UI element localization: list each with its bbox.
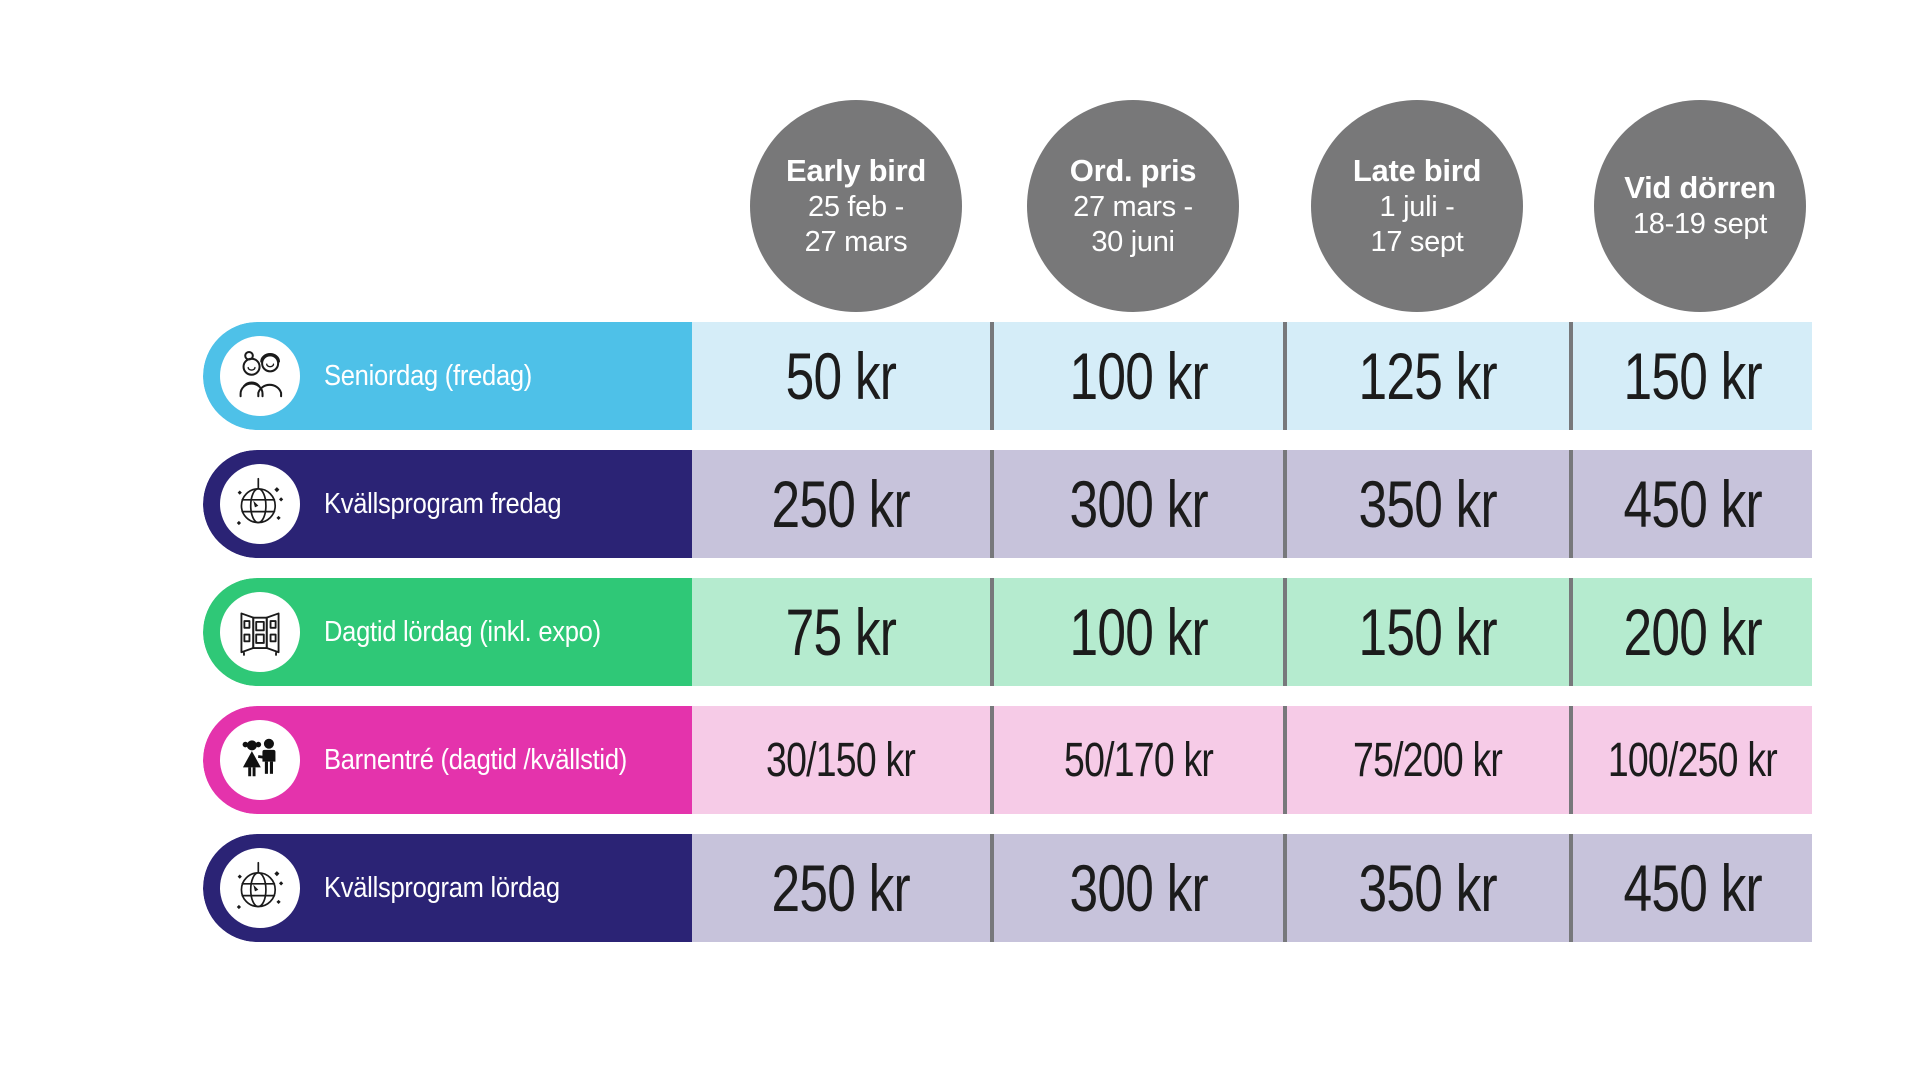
period-title: Early bird [786, 152, 926, 188]
price-value: 30/150 kr [766, 733, 916, 787]
price-value: 350 kr [1358, 851, 1498, 925]
row-label-seniordag: Seniordag (fredag) [203, 322, 692, 430]
icon-circle [220, 848, 300, 928]
price-value: 100 kr [1069, 595, 1208, 669]
price-value: 150 kr [1358, 595, 1498, 669]
row-label-text: Dagtid lördag (inkl. expo) [324, 615, 601, 648]
header-circle-vid-dorren: Vid dörren 18-19 sept [1594, 100, 1806, 312]
period-dates: 18-19 sept [1632, 208, 1768, 241]
price-cell: 300 kr [990, 450, 1283, 558]
price-cell: 50/170 kr [990, 706, 1283, 814]
price-value: 100 kr [1069, 339, 1208, 413]
price-cell: 350 kr [1283, 450, 1569, 558]
price-value: 50 kr [785, 339, 897, 413]
header-circle-early-bird: Early bird 25 feb - 27 mars [750, 100, 962, 312]
row-label-barnentre: Barnentré (dagtid /kvällstid) [203, 706, 692, 814]
price-value: 250 kr [771, 851, 911, 925]
icon-circle [220, 336, 300, 416]
price-cell: 125 kr [1283, 322, 1569, 430]
row-label-text: Barnentré (dagtid /kvällstid) [324, 743, 627, 776]
children-icon [242, 738, 276, 777]
row-label-kvallsprogram-lordag: Kvällsprogram lördag [203, 834, 692, 942]
price-value: 300 kr [1069, 851, 1208, 925]
table-row-kvallsprogram-lordag: Kvällsprogram lördag 250 kr 300 kr 350 k… [203, 834, 1812, 942]
header-circle-ord-pris: Ord. pris 27 mars - 30 juni [1027, 100, 1239, 312]
price-value: 200 kr [1623, 595, 1762, 669]
price-cell: 150 kr [1283, 578, 1569, 686]
price-value: 250 kr [771, 467, 911, 541]
row-label-text: Kvällsprogram lördag [324, 871, 560, 904]
price-cell: 150 kr [1569, 322, 1812, 430]
period-title: Ord. pris [1069, 152, 1197, 188]
table-row-seniordag: Seniordag (fredag) 50 kr 100 kr 125 kr 1… [203, 322, 1812, 430]
period-title: Vid dörren [1624, 170, 1776, 206]
price-cell: 250 kr [692, 834, 990, 942]
icon-circle [220, 464, 300, 544]
row-label-kvallsprogram-fredag: Kvällsprogram fredag [203, 450, 692, 558]
price-value: 450 kr [1623, 467, 1762, 541]
price-value: 75 kr [785, 595, 897, 669]
senior-couple-icon [239, 350, 283, 398]
table-row-kvallsprogram-fredag: Kvällsprogram fredag 250 kr 300 kr 350 k… [203, 450, 1812, 558]
price-cell: 250 kr [692, 450, 990, 558]
period-dates: 27 mars [804, 225, 908, 258]
table-row-dagtid-lordag: Dagtid lördag (inkl. expo) 75 kr 100 kr … [203, 578, 1812, 686]
disco-ball-icon [236, 477, 284, 526]
price-cell: 200 kr [1569, 578, 1812, 686]
period-dates: 25 feb - [808, 190, 904, 223]
period-title: Late bird [1352, 152, 1482, 188]
table-row-barnentre: Barnentré (dagtid /kvällstid) 30/150 kr … [203, 706, 1812, 814]
price-cell: 350 kr [1283, 834, 1569, 942]
price-cell: 75 kr [692, 578, 990, 686]
period-dates: 1 juli - [1379, 190, 1455, 223]
price-cell: 75/200 kr [1283, 706, 1569, 814]
period-dates: 17 sept [1370, 225, 1464, 258]
price-value: 125 kr [1358, 339, 1498, 413]
expo-wall-icon [240, 612, 280, 656]
price-value: 300 kr [1069, 467, 1208, 541]
price-value: 350 kr [1358, 467, 1498, 541]
row-label-dagtid-lordag: Dagtid lördag (inkl. expo) [203, 578, 692, 686]
period-dates: 27 mars - [1073, 190, 1193, 223]
icon-circle [220, 720, 300, 800]
price-value: 75/200 kr [1353, 733, 1503, 787]
price-cell: 100 kr [990, 578, 1283, 686]
price-value: 100/250 kr [1607, 733, 1778, 787]
price-cell: 30/150 kr [692, 706, 990, 814]
price-value: 150 kr [1623, 339, 1762, 413]
disco-ball-icon [236, 861, 284, 910]
price-cell: 100 kr [990, 322, 1283, 430]
price-value: 450 kr [1623, 851, 1762, 925]
price-value: 50/170 kr [1063, 733, 1214, 787]
price-cell: 100/250 kr [1569, 706, 1812, 814]
icon-circle [220, 592, 300, 672]
price-cell: 50 kr [692, 322, 990, 430]
row-label-text: Seniordag (fredag) [324, 359, 533, 392]
period-dates: 30 juni [1091, 225, 1175, 258]
header-circle-late-bird: Late bird 1 juli - 17 sept [1311, 100, 1523, 312]
row-label-text: Kvällsprogram fredag [324, 487, 562, 520]
price-cell: 450 kr [1569, 450, 1812, 558]
price-cell: 450 kr [1569, 834, 1812, 942]
price-cell: 300 kr [990, 834, 1283, 942]
